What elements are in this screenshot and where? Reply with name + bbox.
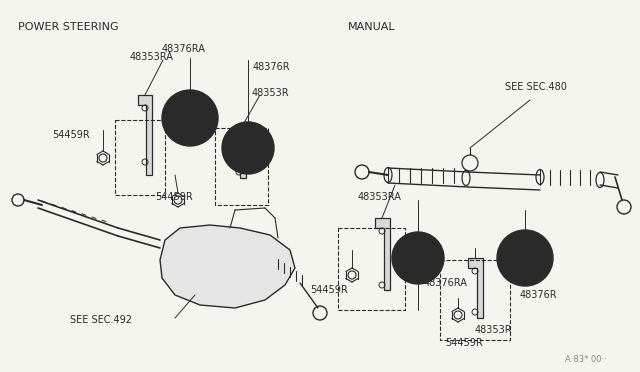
Text: POWER STEERING: POWER STEERING — [18, 22, 118, 32]
Text: 48353RA: 48353RA — [358, 192, 402, 202]
Text: 54459R: 54459R — [155, 192, 193, 202]
Ellipse shape — [410, 250, 426, 266]
Text: A·83* 00··: A·83* 00·· — [565, 355, 607, 364]
Text: 48353R: 48353R — [252, 88, 290, 98]
Ellipse shape — [497, 230, 553, 286]
Ellipse shape — [392, 232, 444, 284]
Text: 54459R: 54459R — [52, 130, 90, 140]
Polygon shape — [375, 218, 390, 290]
Ellipse shape — [222, 122, 274, 174]
Text: SEE SEC.480: SEE SEC.480 — [505, 82, 567, 92]
Text: 54459R: 54459R — [310, 285, 348, 295]
Polygon shape — [232, 130, 246, 178]
Polygon shape — [138, 95, 152, 175]
Text: 48376RA: 48376RA — [162, 44, 206, 54]
Ellipse shape — [162, 90, 218, 146]
Ellipse shape — [516, 250, 533, 266]
Text: 48376R: 48376R — [520, 290, 557, 300]
Text: 48353R: 48353R — [475, 325, 513, 335]
Text: 48376RA: 48376RA — [424, 278, 468, 288]
Text: 54459R: 54459R — [445, 338, 483, 348]
Polygon shape — [160, 225, 295, 308]
Text: SEE SEC.492: SEE SEC.492 — [70, 315, 132, 325]
Ellipse shape — [240, 140, 256, 156]
Text: MANUAL: MANUAL — [348, 22, 396, 32]
Text: 48376R: 48376R — [253, 62, 291, 72]
Ellipse shape — [182, 110, 198, 126]
Polygon shape — [468, 258, 483, 318]
Text: 48353RA: 48353RA — [130, 52, 174, 62]
